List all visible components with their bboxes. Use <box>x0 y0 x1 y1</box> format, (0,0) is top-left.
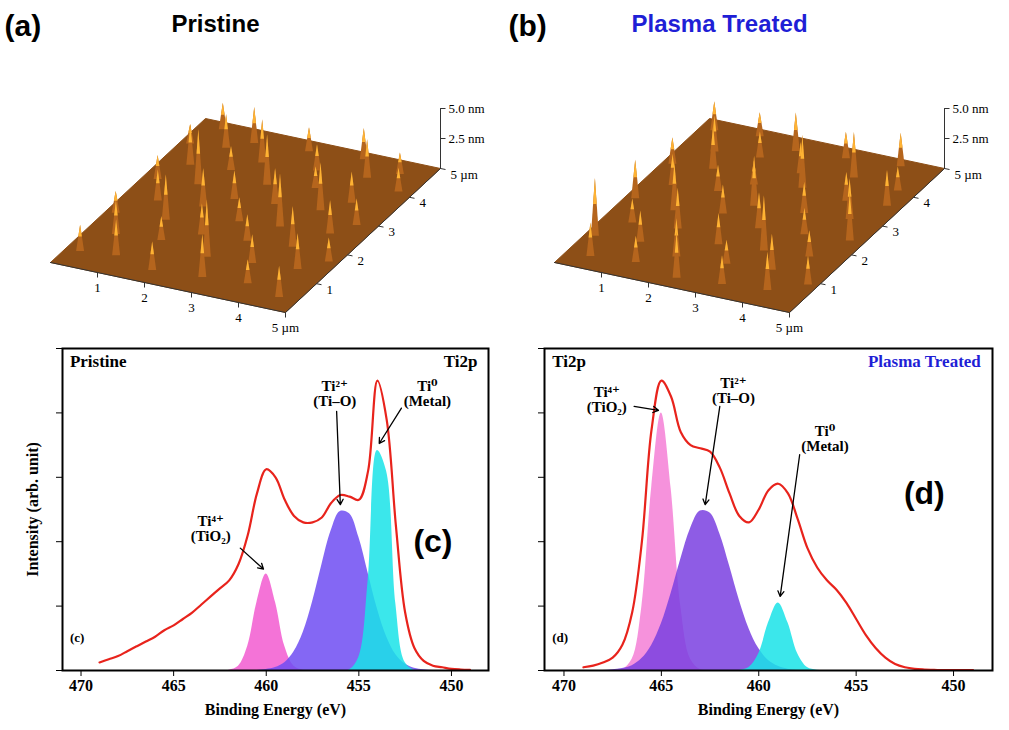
svg-text:3: 3 <box>692 300 699 315</box>
svg-text:465: 465 <box>649 677 673 694</box>
svg-text:450: 450 <box>439 677 463 694</box>
svg-text:1: 1 <box>327 282 334 297</box>
svg-text:2: 2 <box>645 290 652 305</box>
svg-text:2: 2 <box>358 253 365 268</box>
svg-text:1: 1 <box>598 280 605 295</box>
svg-text:Ti²⁺(Ti–O): Ti²⁺(Ti–O) <box>712 375 755 407</box>
svg-text:(d): (d) <box>904 475 945 511</box>
svg-text:(c): (c) <box>413 523 452 559</box>
svg-text:1: 1 <box>831 282 838 297</box>
svg-text:Ti⁴⁺(TiO₂): Ti⁴⁺(TiO₂) <box>191 513 231 545</box>
svg-text:3: 3 <box>188 300 195 315</box>
svg-text:5 µm: 5 µm <box>776 320 803 335</box>
svg-text:4: 4 <box>924 195 931 210</box>
svg-text:Binding Energy (eV): Binding Energy (eV) <box>205 701 346 719</box>
svg-text:Ti²⁺(Ti–O): Ti²⁺(Ti–O) <box>313 378 356 410</box>
svg-text:4: 4 <box>235 310 242 325</box>
svg-text:(b): (b) <box>509 9 547 42</box>
svg-text:3: 3 <box>893 224 900 239</box>
svg-text:460: 460 <box>254 677 278 694</box>
svg-text:Pristine: Pristine <box>70 352 127 371</box>
svg-text:Ti⁰(Metal): Ti⁰(Metal) <box>801 423 848 455</box>
svg-text:Ti2p: Ti2p <box>552 352 586 371</box>
svg-text:Ti⁴⁺(TiO₂): Ti⁴⁺(TiO₂) <box>587 384 627 416</box>
svg-text:450: 450 <box>942 677 966 694</box>
svg-text:460: 460 <box>747 677 771 694</box>
svg-text:2.5 nm: 2.5 nm <box>953 131 989 146</box>
svg-text:5.0 nm: 5.0 nm <box>449 101 485 116</box>
svg-text:470: 470 <box>552 677 576 694</box>
svg-text:5 µm: 5 µm <box>955 167 982 182</box>
svg-text:(d): (d) <box>552 630 568 645</box>
svg-text:(a): (a) <box>5 9 42 42</box>
svg-text:Pristine: Pristine <box>171 10 259 37</box>
svg-text:455: 455 <box>844 677 868 694</box>
svg-text:465: 465 <box>162 677 186 694</box>
svg-text:2: 2 <box>862 253 869 268</box>
svg-text:4: 4 <box>420 195 427 210</box>
svg-text:5 µm: 5 µm <box>272 320 299 335</box>
svg-text:5.0 nm: 5.0 nm <box>953 101 989 116</box>
svg-text:3: 3 <box>389 224 396 239</box>
svg-text:(c): (c) <box>70 630 84 645</box>
svg-text:Ti⁰(Metal): Ti⁰(Metal) <box>404 378 451 410</box>
svg-text:Binding Energy (eV): Binding Energy (eV) <box>698 701 839 719</box>
svg-text:5 µm: 5 µm <box>451 167 478 182</box>
svg-text:2: 2 <box>141 290 148 305</box>
svg-text:Plasma Treated: Plasma Treated <box>631 10 807 37</box>
svg-text:2.5 nm: 2.5 nm <box>449 131 485 146</box>
svg-text:4: 4 <box>739 310 746 325</box>
svg-text:Intensity (arb. unit): Intensity (arb. unit) <box>24 442 42 577</box>
svg-text:Ti2p: Ti2p <box>444 352 478 371</box>
svg-text:1: 1 <box>94 280 101 295</box>
svg-text:Plasma Treated: Plasma Treated <box>868 352 981 371</box>
svg-text:455: 455 <box>347 677 371 694</box>
svg-text:470: 470 <box>69 677 93 694</box>
